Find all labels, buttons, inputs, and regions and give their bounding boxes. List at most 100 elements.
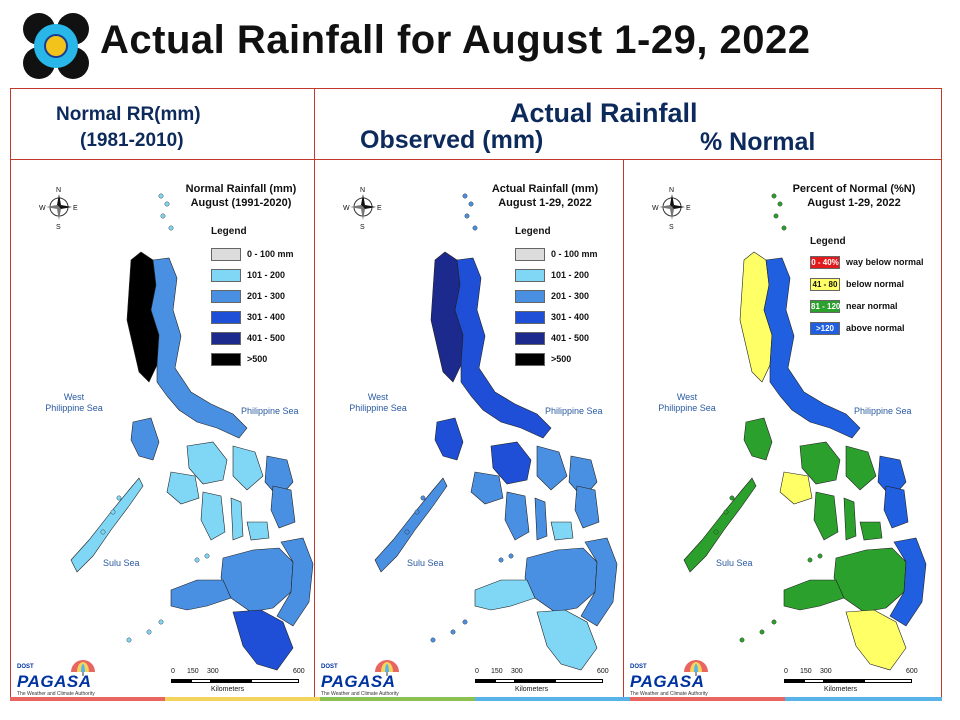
scale-tick: 600 <box>293 668 305 675</box>
scale-tick: 150 <box>800 668 812 675</box>
map-title-line1: Percent of Normal (%N) <box>792 183 916 195</box>
map-region-palawan <box>70 477 144 573</box>
legend-label: below normal <box>846 279 905 289</box>
svg-text:E: E <box>686 205 691 212</box>
map-region-visayasA <box>799 441 841 485</box>
pagasa-branding: DOST PAGASA The Weather and Climate Auth… <box>321 660 416 698</box>
pagasa-name: PAGASA <box>17 672 92 691</box>
header-divider <box>10 159 942 160</box>
map-islet <box>739 637 745 643</box>
map-region-panay <box>470 471 504 505</box>
map-title-line2: August 1-29, 2022 <box>807 197 901 209</box>
map-region-panay <box>779 471 813 505</box>
legend-swatch <box>211 353 241 366</box>
map-islet <box>414 509 420 515</box>
legend-swatch <box>515 353 545 366</box>
legend-title: Legend <box>810 236 846 247</box>
map-islet <box>464 213 470 219</box>
map-title: Percent of Normal (%N) August 1-29, 2022 <box>784 182 924 210</box>
map-islet <box>164 201 170 207</box>
map-region-mindoro <box>434 417 464 461</box>
map-region-leyte <box>270 485 296 529</box>
color-strip-red-2 <box>630 697 785 701</box>
map-islet <box>723 509 729 515</box>
color-strip-blue <box>475 697 630 701</box>
map-region-panay <box>166 471 200 505</box>
svg-text:N: N <box>669 187 674 194</box>
pagasa-name: PAGASA <box>321 672 396 691</box>
map-region-leyte <box>574 485 600 529</box>
map-region-leyte <box>883 485 909 529</box>
map-title: Actual Rainfall (mm) August 1-29, 2022 <box>475 182 615 210</box>
scale-tick: 300 <box>820 668 832 675</box>
color-strip-green <box>320 697 475 701</box>
sea-label-sulu: Sulu Sea <box>103 558 140 568</box>
legend-label: 301 - 400 <box>551 312 590 322</box>
slide-title: Actual Rainfall for August 1-29, 2022 <box>100 18 811 62</box>
legend-label: >500 <box>247 354 268 364</box>
map-region-bohol <box>859 521 883 541</box>
scale-bar: 0 150 300 600 Kilometers <box>171 668 305 696</box>
pagasa-name: PAGASA <box>630 672 705 691</box>
legend-swatch: 0 - 40% <box>810 256 840 269</box>
legend-label: >500 <box>551 354 572 364</box>
scale-tick: 600 <box>906 668 918 675</box>
philippines-map <box>683 193 927 671</box>
scale-tick: 300 <box>207 668 219 675</box>
map-islet <box>204 553 210 559</box>
map-islet <box>194 557 200 563</box>
percent-normal-header: % Normal <box>700 128 816 156</box>
legend-swatch <box>515 248 545 261</box>
map-region-mindoro <box>130 417 160 461</box>
actual-rainfall-panel: N W E S Actual Rainfall (mm) August 1-29… <box>315 160 623 700</box>
legend-title: Legend <box>211 226 247 237</box>
pagasa-tagline: The Weather and Climate Authority <box>17 691 95 697</box>
legend-label: 101 - 200 <box>247 270 286 280</box>
map-region-cebu <box>534 497 548 541</box>
map-islet <box>462 619 468 625</box>
svg-text:S: S <box>360 224 365 230</box>
map-islet <box>126 637 132 643</box>
map-islet <box>116 495 122 501</box>
map-region-zambo <box>474 579 536 611</box>
sea-label-east: Philippine Sea <box>545 406 603 416</box>
legend-swatch: 81 - 120 <box>810 300 841 313</box>
scale-unit: Kilometers <box>824 686 858 693</box>
umbrella-icon <box>375 660 399 676</box>
map-islet <box>771 193 777 199</box>
pagasa-branding: DOST PAGASA The Weather and Climate Auth… <box>630 660 725 698</box>
normal-rainfall-panel: N W E S Normal Rainfall (mm) August (199… <box>11 160 314 700</box>
svg-text:W: W <box>39 205 46 212</box>
map-region-palawan <box>683 477 757 573</box>
map-region-visayasA <box>490 441 532 485</box>
map-islet <box>146 629 152 635</box>
map-islet <box>158 619 164 625</box>
scale-tick: 0 <box>784 668 788 675</box>
map-region-visayasB <box>536 445 568 491</box>
map-region-mindanaoS <box>232 609 294 671</box>
map-title: Normal Rainfall (mm) August (1991-2020) <box>171 182 311 210</box>
map-islet <box>450 629 456 635</box>
svg-text:W: W <box>343 205 350 212</box>
map-region-visayasB <box>232 445 264 491</box>
legend-swatch <box>211 269 241 282</box>
color-strip-red <box>10 697 165 701</box>
sea-label-east: Philippine Sea <box>241 406 299 416</box>
umbrella-icon <box>684 660 708 676</box>
philippines-map <box>70 193 314 671</box>
legend-label: near normal <box>846 301 898 311</box>
map-islet <box>777 201 783 207</box>
scale-tick: 0 <box>171 668 175 675</box>
map-region-visayasA <box>186 441 228 485</box>
svg-text:N: N <box>360 187 365 194</box>
map-region-mindanaoN <box>524 547 598 613</box>
umbrella-icon <box>71 660 95 676</box>
map-region-zambo <box>783 579 845 611</box>
map-region-mindanaoE <box>889 537 927 627</box>
legend-swatch: 41 - 80 <box>810 278 840 291</box>
map-region-palawan <box>374 477 448 573</box>
map-region-negros <box>200 491 226 541</box>
legend-label: 401 - 500 <box>551 333 590 343</box>
map-region-bohol <box>246 521 270 541</box>
map-islet <box>168 225 174 231</box>
